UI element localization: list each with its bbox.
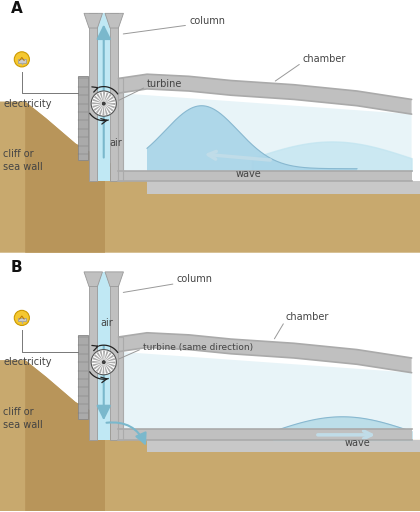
Bar xyxy=(110,272,118,440)
Wedge shape xyxy=(92,362,103,367)
Wedge shape xyxy=(94,96,103,103)
Wedge shape xyxy=(94,362,103,370)
Polygon shape xyxy=(25,360,105,511)
Bar xyxy=(118,78,123,181)
Text: turbine: turbine xyxy=(147,79,182,89)
Text: turbine (same direction): turbine (same direction) xyxy=(143,343,253,352)
Wedge shape xyxy=(104,104,108,115)
Polygon shape xyxy=(118,93,412,171)
Polygon shape xyxy=(84,272,102,287)
Wedge shape xyxy=(105,99,115,103)
Wedge shape xyxy=(105,362,115,367)
Wedge shape xyxy=(96,104,103,113)
Text: electricity: electricity xyxy=(3,357,52,367)
Polygon shape xyxy=(147,105,357,171)
Circle shape xyxy=(14,310,29,326)
Polygon shape xyxy=(105,13,123,28)
Wedge shape xyxy=(104,351,109,361)
Text: wave: wave xyxy=(235,169,261,179)
Wedge shape xyxy=(104,94,112,103)
Text: air: air xyxy=(101,318,113,329)
Bar xyxy=(110,13,118,181)
Polygon shape xyxy=(118,430,412,440)
Wedge shape xyxy=(103,92,105,103)
Circle shape xyxy=(91,91,116,116)
Wedge shape xyxy=(96,352,103,361)
Polygon shape xyxy=(118,352,412,430)
Circle shape xyxy=(102,360,105,364)
Wedge shape xyxy=(96,363,103,372)
Circle shape xyxy=(91,350,116,375)
Text: electricity: electricity xyxy=(3,99,52,109)
Text: chamber: chamber xyxy=(302,54,346,63)
Wedge shape xyxy=(104,363,108,374)
Text: cliff or
sea wall: cliff or sea wall xyxy=(3,407,43,431)
Bar xyxy=(78,76,88,160)
Wedge shape xyxy=(104,352,112,361)
Wedge shape xyxy=(92,102,103,104)
Text: air: air xyxy=(109,138,122,147)
Bar xyxy=(118,337,123,440)
Text: column: column xyxy=(176,274,213,284)
Text: A: A xyxy=(10,2,22,16)
Bar xyxy=(97,272,110,440)
Wedge shape xyxy=(92,104,103,108)
Text: chamber: chamber xyxy=(286,312,329,322)
Wedge shape xyxy=(103,351,105,361)
Wedge shape xyxy=(105,104,113,112)
Wedge shape xyxy=(94,354,103,361)
Wedge shape xyxy=(105,358,115,362)
Text: B: B xyxy=(10,260,22,275)
Polygon shape xyxy=(118,333,412,373)
Wedge shape xyxy=(105,104,115,109)
Wedge shape xyxy=(102,363,105,374)
Bar xyxy=(89,272,97,440)
Text: wave: wave xyxy=(344,438,370,448)
Wedge shape xyxy=(92,361,103,363)
Wedge shape xyxy=(100,351,104,361)
Polygon shape xyxy=(0,360,420,511)
Wedge shape xyxy=(105,361,116,364)
Polygon shape xyxy=(105,272,123,287)
Wedge shape xyxy=(105,96,114,103)
Polygon shape xyxy=(147,171,412,181)
Wedge shape xyxy=(105,362,113,370)
Bar xyxy=(18,59,26,63)
Bar xyxy=(147,181,420,194)
Polygon shape xyxy=(25,101,105,253)
Wedge shape xyxy=(94,104,103,111)
Wedge shape xyxy=(104,92,109,103)
Polygon shape xyxy=(118,171,412,181)
Bar xyxy=(78,335,88,419)
Wedge shape xyxy=(104,363,111,372)
Wedge shape xyxy=(99,104,103,115)
Polygon shape xyxy=(84,13,102,28)
Wedge shape xyxy=(102,104,105,115)
Bar xyxy=(89,13,97,181)
Bar xyxy=(18,318,26,322)
Wedge shape xyxy=(104,104,111,114)
Wedge shape xyxy=(96,94,103,103)
Wedge shape xyxy=(92,99,103,103)
Bar xyxy=(147,440,420,453)
Circle shape xyxy=(14,52,29,67)
Wedge shape xyxy=(92,357,103,362)
Wedge shape xyxy=(105,355,114,362)
Polygon shape xyxy=(118,74,412,114)
Bar xyxy=(97,13,110,181)
Polygon shape xyxy=(147,434,412,440)
Wedge shape xyxy=(100,92,104,103)
Text: column: column xyxy=(189,16,225,26)
Polygon shape xyxy=(0,101,420,253)
Wedge shape xyxy=(105,103,116,105)
Wedge shape xyxy=(99,363,103,373)
Circle shape xyxy=(102,102,105,105)
Text: cliff or
sea wall: cliff or sea wall xyxy=(3,148,43,172)
